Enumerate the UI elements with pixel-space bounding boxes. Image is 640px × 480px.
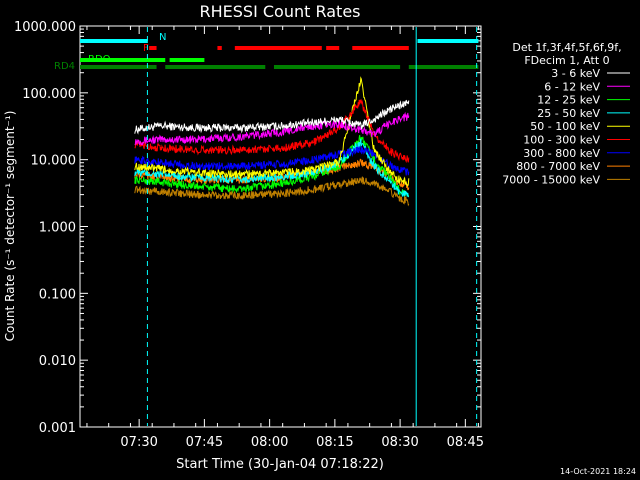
series-line [134, 146, 410, 176]
legend-header-2: FDecim 1, Att 0 [524, 54, 609, 67]
legend: Det 1f,3f,4f,5f,6f,9f, FDecim 1, Att 0 3… [502, 41, 630, 186]
series-line [134, 76, 410, 188]
x-tick-label: 08:30 [381, 435, 418, 450]
time-markers [146, 27, 478, 426]
y-tick-label: 0.010 [39, 354, 76, 369]
x-tick-label: 07:30 [120, 435, 157, 450]
flag-label: RDO [88, 54, 111, 65]
x-tick-label: 08:15 [316, 435, 353, 450]
x-tick-label: 07:45 [186, 435, 223, 450]
y-tick-label: 100.000 [22, 87, 76, 102]
y-tick-label: 1.000 [39, 221, 76, 236]
series-line [134, 99, 410, 135]
flag-label: F [143, 43, 149, 54]
legend-label: 100 - 300 keV [523, 134, 600, 147]
y-axis-label: Count Rate (s⁻¹ detector⁻¹ segment⁻¹) [3, 111, 17, 342]
series-line [134, 111, 410, 146]
legend-label: 7000 - 15000 keV [502, 173, 600, 186]
x-tick-label: 08:45 [447, 435, 484, 450]
y-tick-label: 10.000 [31, 154, 77, 169]
y-tick-label: 1000.000 [14, 20, 76, 35]
legend-label: 800 - 7000 keV [516, 160, 600, 173]
x-axis-label: Start Time (30-Jan-04 07:18:22) [176, 457, 384, 472]
flag-label: RD4 [54, 61, 75, 72]
legend-label: 6 - 12 keV [544, 80, 600, 93]
series-line [134, 176, 410, 207]
series-line [134, 98, 410, 164]
legend-label: 300 - 800 keV [523, 147, 600, 160]
series-line [134, 138, 410, 198]
series-line [134, 134, 410, 197]
y-axis-ticks: 0.001 0.010 0.100 1.000 10.000 100.000 1000.00… [14, 20, 481, 436]
flag-bars: RDO RD4 NF [54, 32, 479, 72]
legend-label: 12 - 25 keV [537, 94, 600, 107]
x-axis-ticks: 07:30 07:45 08:00 08:15 08:30 08:45 [86, 26, 484, 450]
y-tick-label: 0.001 [39, 421, 76, 436]
legend-header-1: Det 1f,3f,4f,5f,6f,9f, [512, 41, 621, 54]
y-tick-label: 0.100 [39, 287, 76, 302]
legend-label: 50 - 100 keV [530, 120, 600, 133]
chart-title: RHESSI Count Rates [200, 2, 361, 21]
series-lines [134, 76, 410, 207]
legend-label: 25 - 50 keV [537, 107, 600, 120]
generated-timestamp: 14-Oct-2021 18:24 [560, 467, 636, 476]
legend-label: 3 - 6 keV [551, 67, 600, 80]
flag-label: N [159, 32, 166, 43]
x-tick-label: 08:00 [251, 435, 288, 450]
